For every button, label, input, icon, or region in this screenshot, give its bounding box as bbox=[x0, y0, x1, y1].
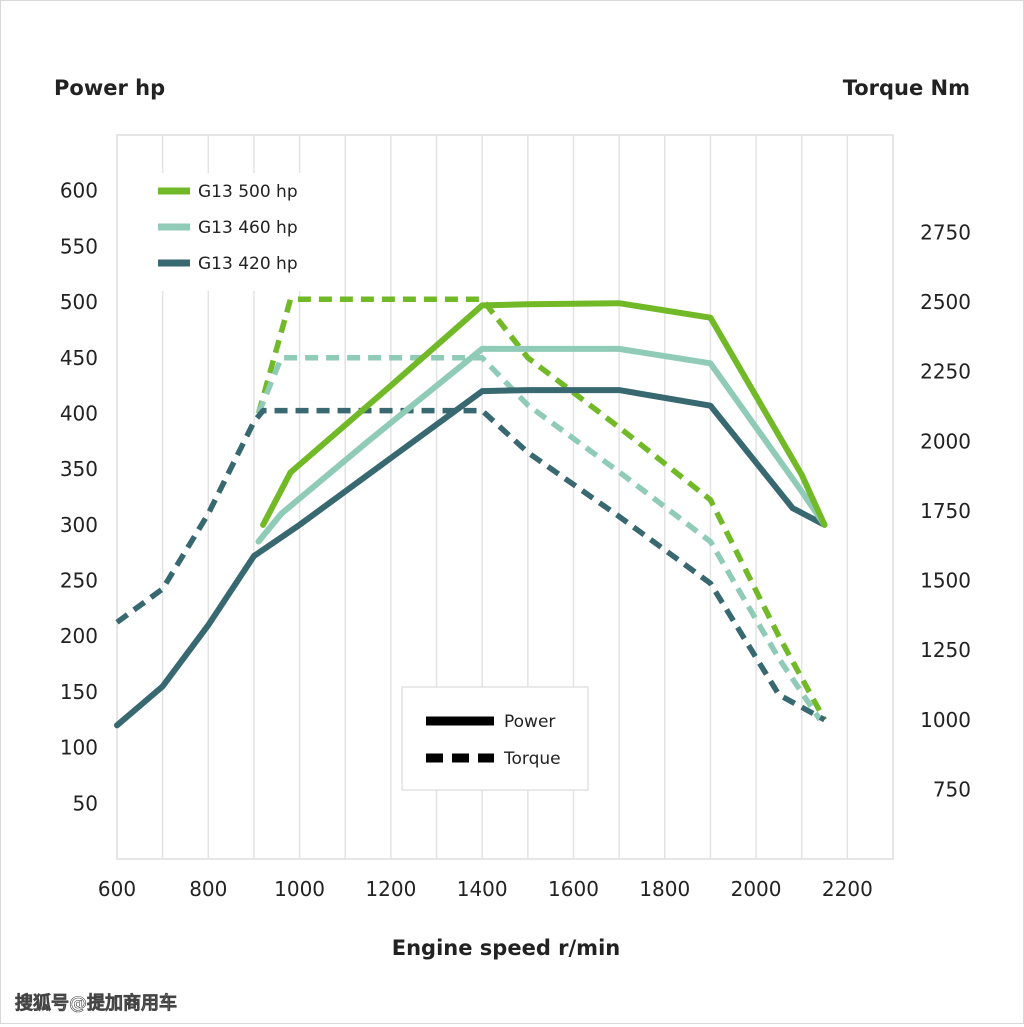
right-y-tick-label: 1750 bbox=[920, 499, 971, 523]
x-tick-label: 1400 bbox=[457, 877, 508, 901]
series-legend: G13 500 hp G13 460 hp G13 420 hp bbox=[144, 173, 324, 291]
right-y-tick-label: 2250 bbox=[920, 360, 971, 384]
x-tick-label: 1800 bbox=[639, 877, 690, 901]
right-y-tick-label: 2000 bbox=[920, 429, 971, 453]
power-line-g13-500-hp bbox=[260, 300, 828, 528]
legend-label-g13-500-hp: G13 500 hp bbox=[198, 182, 298, 202]
legend-label-g13-420-hp: G13 420 hp bbox=[198, 254, 298, 274]
right-axis-title: Torque Nm bbox=[843, 76, 970, 100]
left-y-tick-label: 300 bbox=[60, 513, 98, 537]
legend-label-g13-460-hp: G13 460 hp bbox=[198, 218, 298, 238]
left-y-tick-label: 200 bbox=[60, 624, 98, 648]
left-y-tick-label: 600 bbox=[60, 179, 98, 203]
x-tick-label: 1600 bbox=[548, 877, 599, 901]
left-y-tick-label: 50 bbox=[73, 791, 98, 815]
right-y-tick-label: 2750 bbox=[920, 220, 971, 244]
left-y-tick-label: 150 bbox=[60, 680, 98, 704]
left-y-tick-label: 350 bbox=[60, 457, 98, 481]
axis-ticks: 600 800 1000 1200 1400 1600 1800 2000 2200 50 100 1… bbox=[60, 179, 971, 901]
style-legend-box bbox=[401, 686, 589, 791]
torque-line-g13-420-hp bbox=[115, 407, 826, 723]
right-y-tick-label: 2500 bbox=[920, 290, 971, 314]
right-y-tick-label: 1000 bbox=[920, 708, 971, 732]
style-legend: Power Torque bbox=[401, 686, 589, 791]
x-tick-label: 2200 bbox=[822, 877, 873, 901]
series-lines bbox=[114, 296, 828, 729]
power-legend-label: Power bbox=[504, 712, 555, 732]
left-y-tick-label: 400 bbox=[60, 401, 98, 425]
left-y-tick-label: 450 bbox=[60, 346, 98, 370]
x-axis-title: Engine speed r/min bbox=[392, 936, 620, 960]
torque-legend-label: Torque bbox=[503, 749, 561, 769]
power-line-g13-420-hp bbox=[114, 387, 828, 729]
x-tick-label: 600 bbox=[98, 877, 136, 901]
left-y-tick-label: 100 bbox=[60, 736, 98, 760]
torque-line-g13-460-hp bbox=[255, 355, 823, 722]
left-y-tick-label: 500 bbox=[60, 290, 98, 314]
right-y-tick-label: 750 bbox=[933, 777, 971, 801]
x-tick-label: 1000 bbox=[274, 877, 325, 901]
x-tick-label: 2000 bbox=[731, 877, 782, 901]
left-axis-title: Power hp bbox=[54, 76, 165, 100]
left-y-tick-label: 250 bbox=[60, 569, 98, 593]
x-tick-label: 1200 bbox=[365, 877, 416, 901]
left-y-tick-label: 550 bbox=[60, 234, 98, 258]
right-y-tick-label: 1250 bbox=[920, 638, 971, 662]
watermark: 搜狐号@提加商用车 bbox=[15, 992, 177, 1014]
x-tick-label: 800 bbox=[189, 877, 227, 901]
right-y-tick-label: 1500 bbox=[920, 569, 971, 593]
power-line-g13-460-hp bbox=[255, 345, 828, 545]
